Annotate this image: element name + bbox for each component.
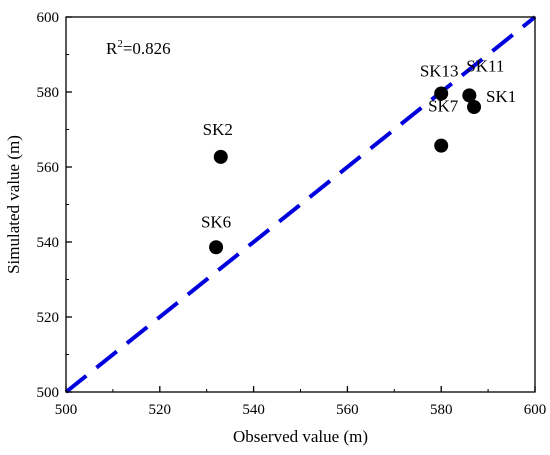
point-label-sk2: SK2: [203, 120, 233, 139]
r-squared-annotation: R2=0.826: [106, 38, 171, 58]
y-tick-label: 580: [37, 85, 60, 101]
point-label-sk1: SK1: [486, 87, 516, 106]
x-tick-label: 580: [430, 402, 453, 418]
point-label-sk13: SK13: [420, 62, 459, 81]
y-tick-label: 520: [37, 310, 60, 326]
one-to-one-reference-line: [64, 15, 537, 394]
y-tick-label: 500: [37, 385, 60, 401]
data-point-sk11: [462, 88, 477, 103]
x-tick-label: 560: [336, 402, 359, 418]
data-point-sk2: [213, 149, 228, 164]
x-axis-title: Observed value (m): [233, 427, 368, 446]
x-tick-label: 500: [55, 402, 78, 418]
data-point-sk1: [467, 100, 482, 114]
x-tick-label: 520: [149, 402, 172, 418]
y-tick-label: 540: [37, 235, 60, 251]
x-tick-label: 600: [524, 402, 547, 418]
data-point-sk13: [434, 86, 449, 101]
point-label-sk7: SK7: [428, 97, 459, 116]
y-tick-label: 600: [37, 10, 60, 26]
y-tick-label: 560: [37, 160, 60, 176]
point-label-sk11: SK11: [466, 56, 504, 75]
data-point-sk7: [434, 138, 449, 153]
y-axis-title: Simulated value (m): [4, 135, 23, 274]
point-label-sk6: SK6: [201, 212, 231, 231]
data-point-sk6: [209, 240, 224, 255]
x-tick-label: 540: [242, 402, 265, 418]
